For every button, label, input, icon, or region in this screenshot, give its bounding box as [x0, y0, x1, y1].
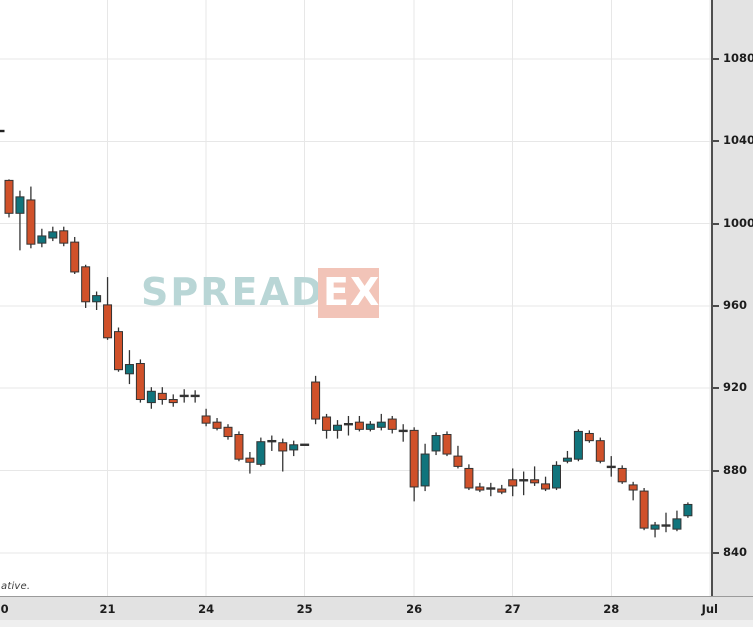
candle — [59, 226, 69, 247]
x-axis-label: 28 — [603, 602, 620, 616]
y-axis-tick — [713, 58, 719, 60]
candle — [48, 226, 58, 242]
candle — [201, 408, 211, 427]
candle — [168, 394, 178, 407]
candle — [617, 465, 627, 484]
y-axis-label: 1080 — [723, 51, 753, 65]
candle — [135, 359, 145, 403]
watermark: SPREAD EX — [141, 268, 380, 318]
candle — [311, 375, 321, 425]
candle — [15, 190, 25, 251]
candle — [376, 413, 386, 431]
candle — [650, 521, 660, 538]
candle — [595, 437, 605, 464]
candle — [530, 466, 540, 486]
candle — [322, 413, 332, 439]
candle — [26, 186, 36, 249]
candle — [212, 418, 222, 431]
candle — [442, 431, 452, 457]
candle — [223, 424, 233, 440]
candle — [245, 451, 255, 474]
y-axis-tick — [713, 551, 719, 554]
candle — [497, 484, 507, 495]
gridlines — [0, 0, 711, 597]
y-axis-label: 1000 — [723, 215, 753, 230]
candle — [179, 389, 189, 403]
candle — [453, 445, 463, 469]
y-axis-tick — [713, 387, 719, 390]
y-axis-tick — [713, 469, 719, 472]
candle — [464, 464, 474, 491]
x-axis-label: 25 — [296, 602, 313, 616]
candle — [475, 482, 485, 493]
candle — [103, 277, 113, 340]
candlestick-chart[interactable]: SPREAD EX — [0, 0, 711, 597]
candle — [486, 482, 496, 497]
candle — [267, 435, 277, 451]
candle — [146, 387, 156, 409]
candle — [552, 461, 561, 491]
candle — [157, 387, 167, 405]
x-axis-label: Jul — [701, 602, 719, 616]
y-axis-label: 960 — [723, 297, 748, 312]
candle — [508, 468, 518, 497]
candle — [606, 456, 616, 477]
candle — [278, 438, 288, 472]
y-axis-tick — [713, 140, 719, 143]
y-axis-label: 920 — [723, 380, 748, 395]
y-axis-label: 840 — [723, 544, 748, 559]
candle — [683, 502, 693, 518]
watermark-ex-box — [318, 268, 379, 318]
y-axis-label: 1040 — [723, 133, 753, 148]
candle — [92, 291, 102, 311]
x-axis-band: 0 21 24 25 26 27 28 Jul — [0, 596, 753, 627]
candle-series — [0, 129, 693, 538]
candle — [398, 424, 408, 442]
candle — [300, 443, 310, 446]
y-axis-panel: 1080 1040 1000 960 920 880 840 — [711, 0, 753, 597]
y-axis-tick — [713, 222, 719, 225]
candle — [354, 415, 364, 432]
y-axis-label: 880 — [723, 462, 748, 477]
candle — [190, 390, 200, 403]
candle — [409, 427, 419, 502]
x-axis-label: 27 — [504, 602, 521, 616]
x-axis-label: 0 — [0, 602, 9, 616]
candle — [343, 415, 353, 436]
candle — [70, 236, 80, 275]
candle — [234, 431, 244, 462]
x-axis-label: 26 — [406, 602, 423, 616]
candle — [573, 429, 583, 462]
candle — [387, 415, 397, 434]
candle — [289, 440, 299, 457]
watermark-ex-text: EX — [323, 270, 380, 314]
candle — [584, 430, 594, 443]
candle — [365, 421, 375, 432]
candle — [661, 512, 671, 533]
footnote-text: ative. — [1, 581, 31, 592]
candle — [628, 481, 638, 501]
candle — [256, 437, 266, 467]
candle — [4, 179, 14, 218]
watermark-spread-text: SPREAD — [141, 270, 324, 314]
candle — [420, 443, 430, 492]
candle — [114, 327, 123, 372]
candle — [562, 450, 572, 464]
y-axis-tick — [713, 304, 719, 307]
candle — [672, 510, 682, 532]
plot-area[interactable]: SPREAD EX ative. — [0, 0, 711, 597]
candle — [124, 350, 134, 385]
candle — [81, 264, 91, 308]
x-axis-label: 21 — [99, 602, 116, 616]
candle — [541, 476, 551, 492]
candle — [519, 471, 529, 496]
candle — [431, 432, 441, 456]
candle — [333, 420, 342, 439]
x-axis-label: 24 — [198, 602, 215, 616]
candle — [639, 487, 649, 531]
candle — [37, 228, 47, 248]
